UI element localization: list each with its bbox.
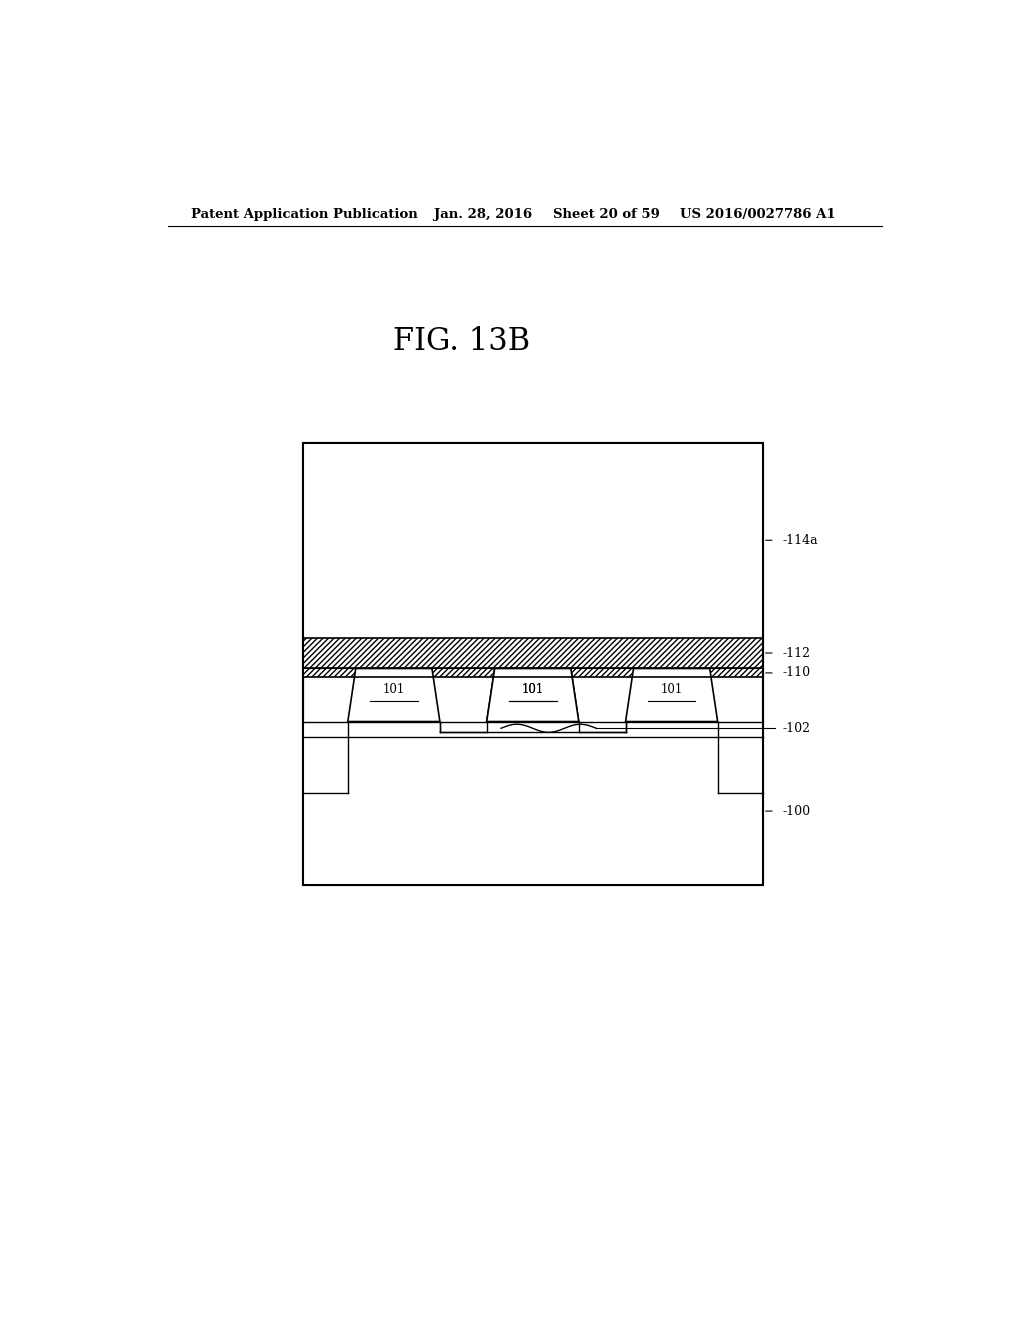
Text: -114a: -114a [782, 533, 818, 546]
Polygon shape [486, 668, 579, 722]
Text: US 2016/0027786 A1: US 2016/0027786 A1 [680, 207, 836, 220]
Bar [303, 638, 763, 668]
Bar [303, 737, 763, 886]
Text: -102: -102 [782, 722, 811, 735]
Bar [303, 722, 348, 793]
Text: 101: 101 [521, 684, 544, 697]
Bar [303, 444, 763, 886]
Text: -110: -110 [782, 667, 811, 680]
Bar [303, 444, 763, 638]
Text: 101: 101 [383, 684, 404, 697]
Text: Sheet 20 of 59: Sheet 20 of 59 [553, 207, 659, 220]
Text: -112: -112 [782, 647, 811, 660]
Bar [718, 722, 763, 793]
Text: 101: 101 [660, 684, 683, 697]
Text: 101: 101 [521, 684, 544, 697]
Bar [303, 444, 763, 886]
Text: Jan. 28, 2016: Jan. 28, 2016 [433, 207, 531, 220]
Bar [579, 722, 626, 731]
Polygon shape [348, 668, 440, 722]
Bar [303, 668, 763, 677]
Text: -100: -100 [782, 805, 811, 817]
Text: Patent Application Publication: Patent Application Publication [191, 207, 418, 220]
Polygon shape [626, 668, 718, 722]
Text: FIG. 13B: FIG. 13B [393, 326, 529, 356]
Polygon shape [486, 668, 579, 722]
Bar [440, 722, 626, 731]
Bar [440, 722, 486, 731]
